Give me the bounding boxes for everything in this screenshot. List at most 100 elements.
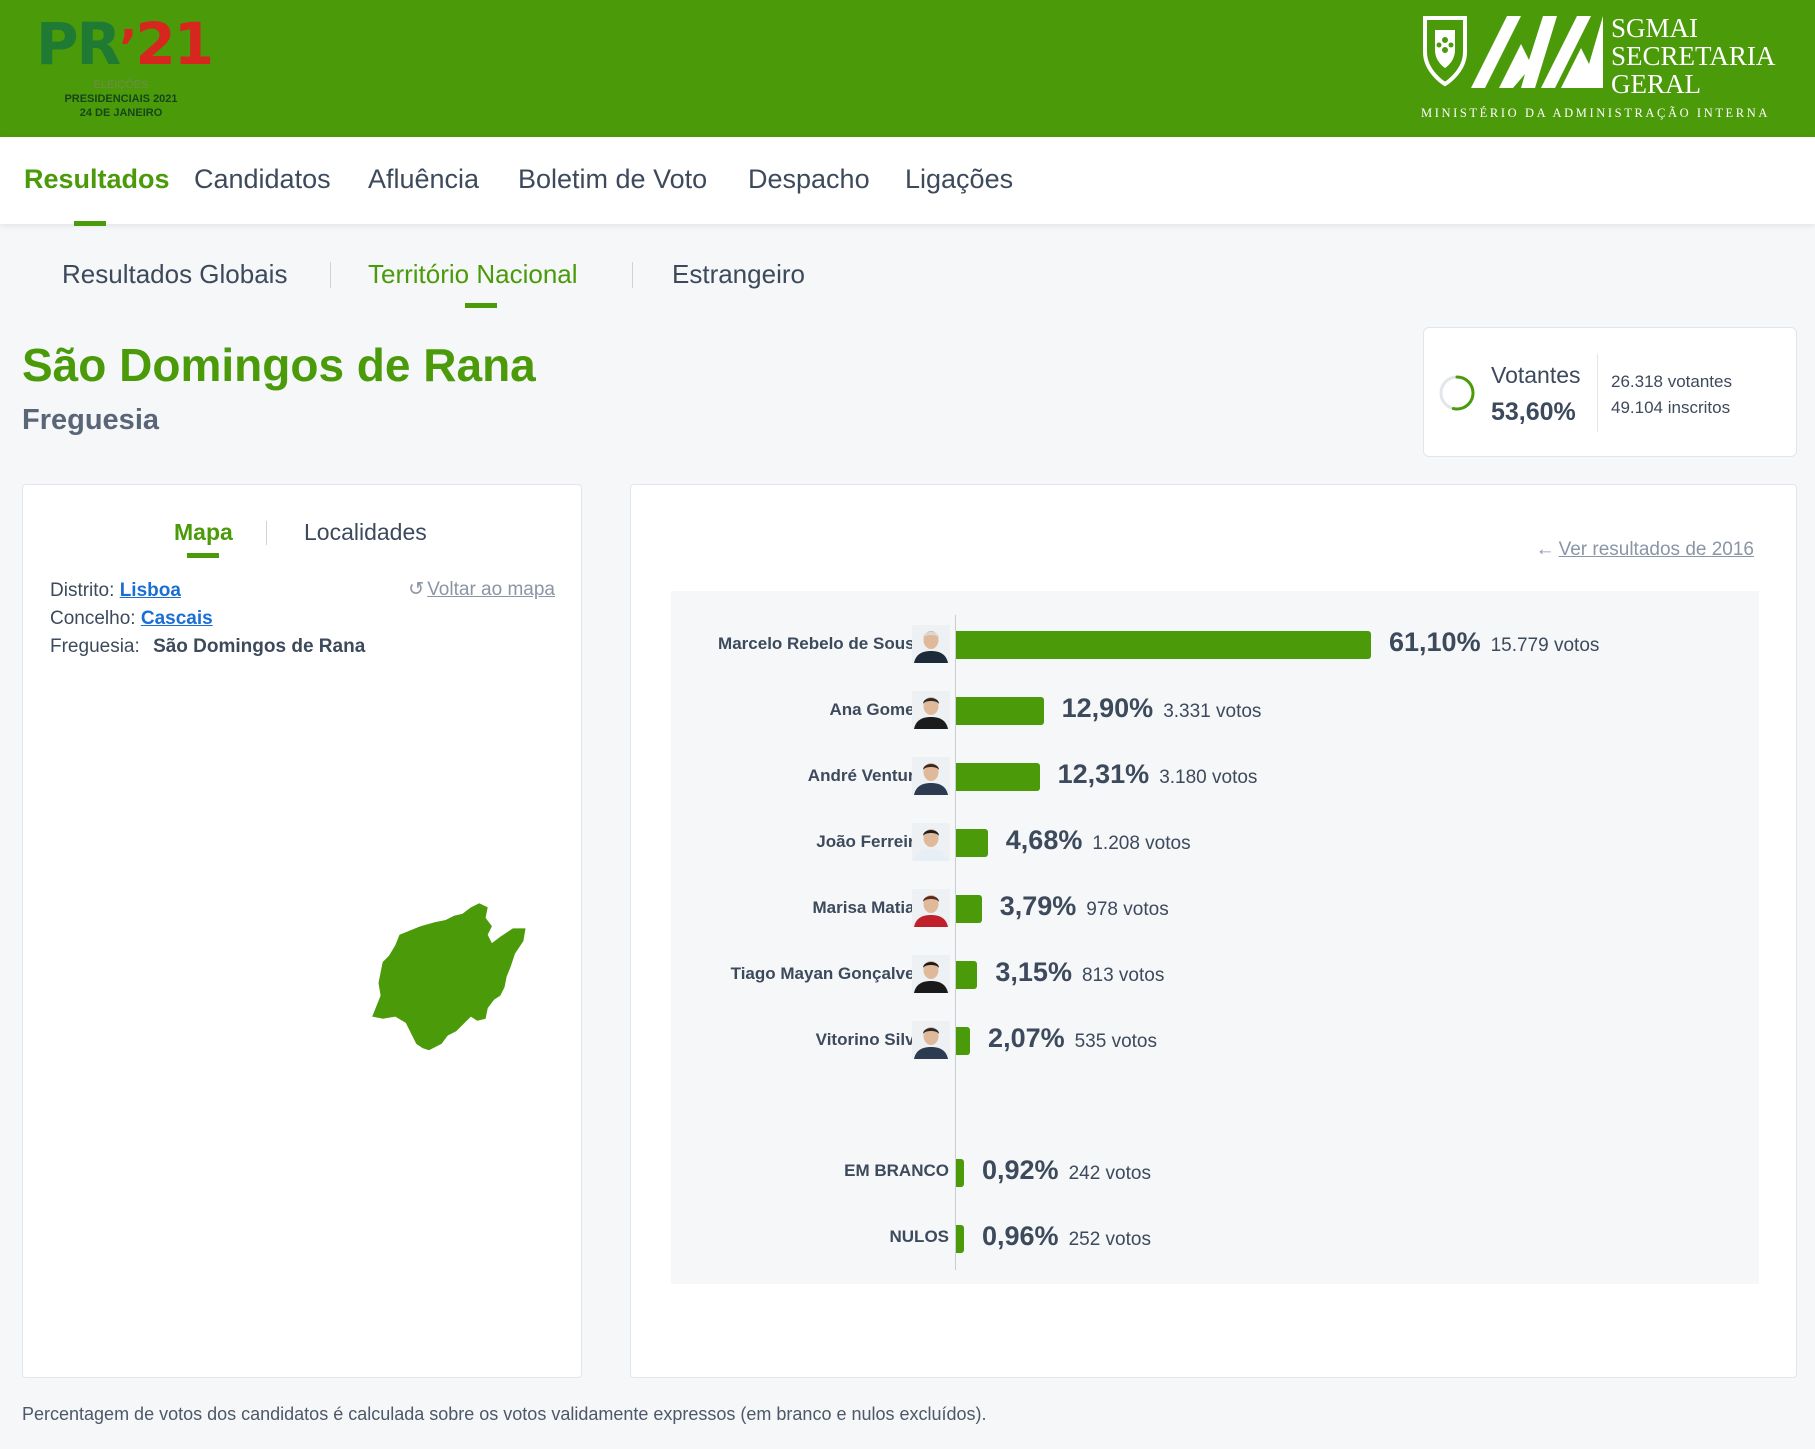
footnote: Percentagem de votos dos candidatos é ca… [22, 1404, 987, 1424]
result-value: 2,07% 535 votos [988, 1023, 1157, 1054]
registered-count: 49.104 inscritos [1611, 398, 1731, 417]
result-percent: 4,68% [1005, 825, 1083, 855]
map-panel: Mapa Localidades Distrito: Lisboa Concel… [22, 484, 582, 1378]
candidate-photo [912, 889, 950, 927]
freguesia-label: Freguesia: [50, 636, 140, 657]
candidate-name: Tiago Mayan Gonçalves [730, 963, 924, 983]
chart-axis-line [955, 615, 956, 1270]
results-2016-label: Ver resultados de 2016 [1558, 539, 1754, 560]
back-to-map-label: Voltar ao mapa [427, 579, 555, 600]
result-value: 3,79% 978 votos [1000, 891, 1169, 922]
result-votes: 252 votos [1068, 1229, 1151, 1250]
nav-afluencia[interactable]: Afluência [368, 164, 480, 194]
result-bar [956, 961, 978, 989]
tab-divider [266, 521, 267, 545]
candidate-name: Marisa Matias [812, 897, 925, 917]
subnav-territorio-nacional[interactable]: Território Nacional [368, 259, 578, 289]
nav-active-indicator [74, 221, 106, 226]
sg-line-2: SECRETARIA [1611, 41, 1776, 71]
nav-resultados[interactable]: Resultados [24, 164, 170, 194]
candidate-row: Marisa Matias 3,79% 978 votos [671, 885, 1759, 929]
result-value: 61,10% 15.779 votos [1389, 627, 1599, 658]
concelho-link[interactable]: Cascais [140, 608, 213, 629]
result-votes: 1.208 votos [1092, 833, 1191, 854]
result-bar [956, 895, 982, 923]
candidate-photo [912, 625, 950, 663]
results-bar-chart: Marcelo Rebelo de Sousa 61,10% 15.779 voto… [671, 591, 1759, 1284]
logo-pr-text: PR [36, 10, 121, 78]
main-nav: Resultados Candidatos Afluência Boletim … [0, 137, 1815, 226]
result-votes: 3.331 votos [1163, 701, 1262, 722]
freguesia-value: São Domingos de Rana [153, 636, 366, 657]
result-votes: 535 votos [1074, 1031, 1158, 1052]
tab-localidades[interactable]: Localidades [304, 519, 427, 545]
result-bar [956, 763, 1040, 791]
ministry-caption: MINISTÉRIO DA ADMINISTRAÇÃO INTERNA [1421, 106, 1770, 120]
freguesia-map-shape[interactable] [368, 885, 548, 1085]
result-value: 4,68% 1.208 votos [1006, 825, 1191, 856]
candidate-row: Marcelo Rebelo de Sousa 61,10% 15.779 voto… [671, 621, 1759, 665]
nav-ligacoes[interactable]: Ligações [905, 164, 1014, 194]
distrito-link[interactable]: Lisboa [119, 580, 181, 601]
result-votes: 242 votos [1068, 1163, 1151, 1184]
turnout-card: Votantes 53,60% 26.318 votantes 49.104 i… [1423, 327, 1797, 457]
site-header: PR’21 ELEIÇÕES PRESIDENCIAIS 2021 24 DE … [0, 0, 1815, 137]
logo-line-2: PRESIDENCIAIS 2021 [64, 93, 178, 105]
voters-count: 26.318 votantes [1611, 372, 1732, 391]
result-votes: 978 votos [1086, 899, 1169, 920]
result-value: 12,31% 3.180 votos [1058, 759, 1258, 790]
results-2016-link[interactable]: ← Ver resultados de 2016 [1536, 539, 1754, 561]
candidate-name: João Ferreira [816, 831, 924, 851]
turnout-percent: 53,60% [1491, 398, 1576, 426]
candidate-name: Ana Gomes [829, 699, 924, 719]
tab-mapa[interactable]: Mapa [174, 519, 233, 545]
distrito-line: Distrito: Lisboa [50, 580, 181, 602]
nav-boletim-de-voto[interactable]: Boletim de Voto [518, 164, 708, 194]
result-percent: 2,07% [988, 1023, 1065, 1053]
sg-line-1: SGMAI [1611, 13, 1699, 43]
nav-candidatos[interactable]: Candidatos [194, 164, 331, 194]
result-bar [956, 1027, 971, 1055]
subnav-active-indicator [465, 303, 497, 308]
category-name: NULOS [889, 1227, 950, 1246]
turnout-label: Votantes [1491, 362, 1581, 388]
candidate-row: Vitorino Silva 2,07% 535 votos [671, 1017, 1759, 1061]
logo-line-1: ELEIÇÕES [93, 79, 149, 91]
logo-line-3: 24 DE JANEIRO [79, 107, 163, 119]
candidate-row: Ana Gomes 12,90% 3.331 votos [671, 687, 1759, 731]
distrito-label: Distrito: [50, 580, 115, 601]
freguesia-line: Freguesia: São Domingos de Rana [50, 636, 365, 658]
result-percent: 61,10% [1389, 627, 1481, 657]
nav-despacho[interactable]: Despacho [748, 164, 870, 194]
result-bar [956, 631, 1371, 659]
sgmai-wordmark: SGMAI SECRETARIA GERAL [1611, 14, 1775, 98]
pr21-logo[interactable]: PR’21 ELEIÇÕES PRESIDENCIAIS 2021 24 DE … [36, 14, 216, 124]
result-value: 3,15% 813 votos [995, 957, 1164, 988]
sgmai-logo[interactable]: SGMAI SECRETARIA GERAL MINISTÉRIO DA ADM… [1421, 14, 1801, 126]
logo-caption: ELEIÇÕES PRESIDENCIAIS 2021 24 DE JANEIR… [36, 78, 206, 120]
subnav-divider [632, 262, 633, 288]
candidate-name: Vitorino Silva [815, 1029, 924, 1049]
result-value: 0,92% 242 votos [982, 1155, 1151, 1186]
result-percent: 12,90% [1061, 693, 1154, 723]
result-value: 12,90% 3.331 votos [1062, 693, 1262, 724]
candidate-photo [912, 1021, 950, 1059]
subnav-estrangeiro[interactable]: Estrangeiro [672, 259, 805, 289]
tab-active-indicator [187, 553, 219, 558]
concelho-line: Concelho: Cascais [50, 608, 213, 630]
result-bar [956, 1159, 964, 1187]
page-title: São Domingos de Rana [22, 339, 536, 391]
result-percent: 3,79% [999, 891, 1077, 921]
result-bar [956, 829, 988, 857]
turnout-divider [1597, 354, 1598, 432]
subnav-resultados-globais[interactable]: Resultados Globais [62, 259, 288, 289]
candidate-name: André Ventura [807, 765, 924, 785]
logo-year-text: 21 [135, 10, 214, 78]
results-panel: ← Ver resultados de 2016 Marcelo Rebelo d… [630, 484, 1797, 1378]
concelho-label: Concelho: [50, 608, 136, 629]
candidate-row: Tiago Mayan Gonçalves 3,15% 813 votos [671, 951, 1759, 995]
pr21-logo-mark: PR’21 [36, 14, 216, 78]
back-to-map-link[interactable]: ↺ Voltar ao mapa [408, 578, 555, 601]
result-bar [956, 697, 1044, 725]
logo-apostrophe: ’ [119, 20, 137, 76]
